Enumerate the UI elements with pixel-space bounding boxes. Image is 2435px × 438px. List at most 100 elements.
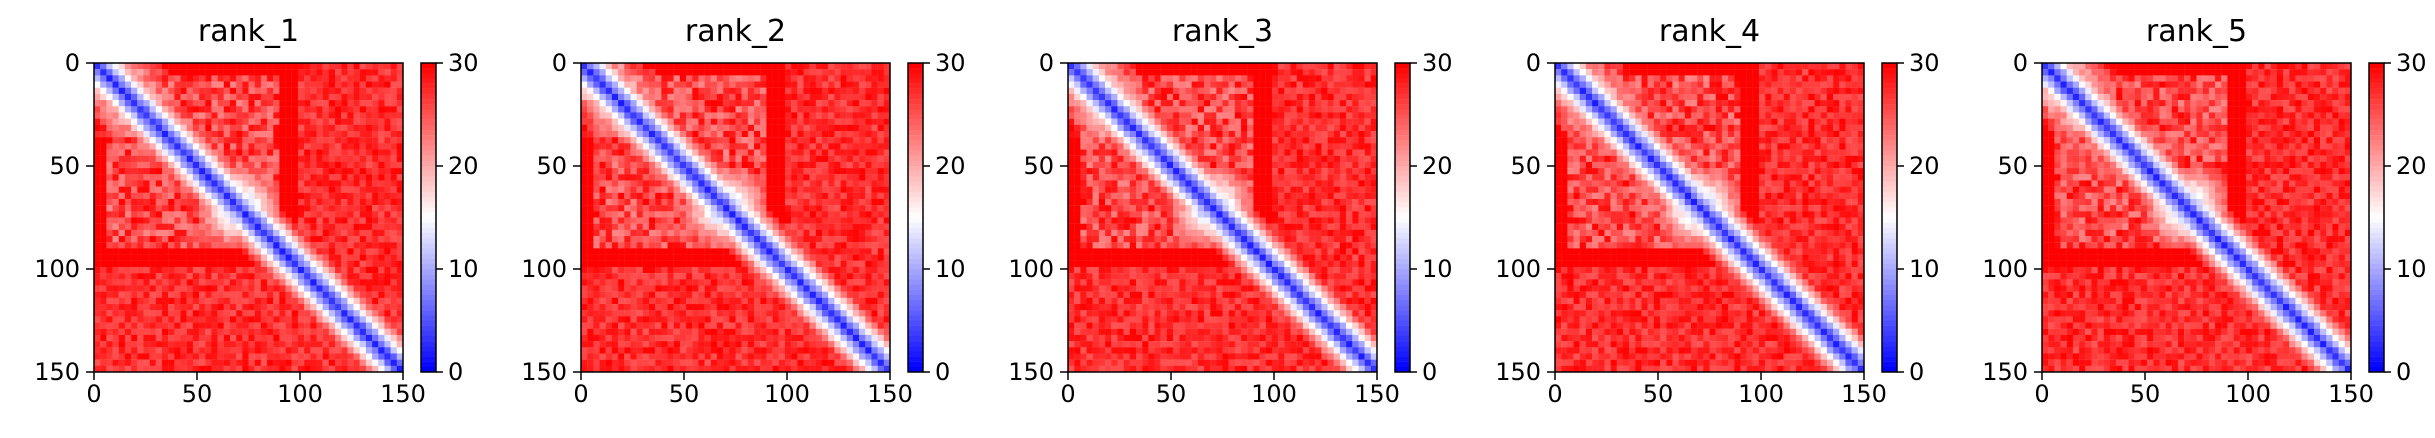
heatmap-cell: [192, 236, 200, 243]
heatmap-cell: [273, 93, 280, 101]
heatmap-cell: [673, 285, 681, 292]
heatmap-cell: [624, 93, 631, 101]
heatmap-cell: [815, 316, 823, 323]
heatmap-cells: [94, 63, 404, 373]
heatmap-cell: [223, 93, 231, 101]
heatmap-cell: [661, 205, 668, 212]
heatmap-cell: [797, 260, 804, 268]
heatmap-cell: [304, 266, 311, 274]
heatmap-cell: [611, 137, 619, 144]
heatmap-cell: [223, 341, 231, 348]
heatmap-cell: [124, 100, 132, 107]
heatmap-cell: [372, 217, 379, 224]
heatmap-cell: [766, 266, 773, 274]
heatmap-cell: [624, 304, 631, 311]
heatmap-cell: [118, 93, 126, 101]
heatmap-cell: [242, 63, 249, 70]
heatmap-cell: [772, 198, 779, 206]
heatmap-cell: [260, 186, 268, 193]
heatmap-cell: [365, 180, 373, 187]
heatmap-cell: [112, 186, 119, 193]
heatmap-cell: [636, 291, 643, 298]
heatmap-cell: [316, 93, 323, 101]
heatmap-cell: [118, 75, 126, 82]
heatmap-cell: [871, 328, 878, 336]
heatmap-cell: [661, 112, 668, 119]
heatmap-cell: [784, 236, 792, 243]
heatmap-cell: [229, 137, 237, 144]
heatmap-cell: [840, 155, 847, 163]
heatmap-cell: [186, 304, 194, 311]
heatmap-cell: [168, 63, 175, 70]
heatmap-cell: [766, 217, 773, 224]
heatmap-cell: [248, 347, 255, 354]
heatmap-cell: [729, 223, 736, 231]
heatmap-cell: [655, 63, 662, 70]
heatmap-cell: [784, 174, 792, 181]
heatmap-cell: [248, 211, 255, 218]
heatmap-cell: [291, 236, 299, 243]
heatmap-cell: [118, 310, 126, 317]
heatmap-cell: [760, 279, 767, 286]
heatmap-cell: [279, 118, 286, 125]
heatmap-cell: [273, 100, 280, 107]
heatmap-cell: [378, 260, 385, 268]
heatmap-cell: [840, 75, 847, 82]
heatmap-cell: [778, 81, 786, 88]
heatmap-cell: [297, 198, 305, 206]
heatmap-cell: [704, 143, 711, 150]
heatmap-cell: [384, 149, 391, 156]
heatmap-cell: [137, 217, 144, 224]
heatmap-cell: [168, 341, 175, 348]
heatmap-cell: [155, 217, 163, 224]
heatmap-cell: [636, 112, 643, 119]
heatmap-cell: [587, 186, 594, 193]
heatmap-cell: [316, 75, 323, 82]
heatmap-cell: [766, 155, 773, 163]
heatmap-cell: [180, 291, 187, 298]
heatmap-cell: [803, 304, 810, 311]
heatmap-cell: [359, 217, 367, 224]
heatmap-cell: [174, 87, 181, 95]
heatmap-cell: [365, 266, 373, 274]
heatmap-cell: [686, 236, 693, 243]
heatmap-cell: [347, 143, 354, 150]
heatmap-cell: [698, 229, 705, 237]
heatmap-cell: [359, 353, 367, 360]
heatmap-cell: [784, 347, 792, 354]
heatmap-cell: [260, 87, 268, 95]
heatmap-cell: [112, 93, 119, 101]
heatmap-cell: [112, 75, 119, 82]
heatmap-cell: [686, 273, 693, 280]
heatmap-cell: [729, 75, 736, 82]
heatmap-cell: [335, 130, 342, 138]
heatmap-cell: [877, 87, 884, 95]
colorbar-segment: [421, 145, 436, 151]
heatmap-cell: [822, 248, 829, 255]
heatmap-cell: [648, 236, 656, 243]
heatmap-cell: [285, 155, 292, 163]
heatmap-cell: [384, 242, 391, 249]
heatmap-cell: [372, 137, 379, 144]
heatmap-cell: [661, 63, 668, 70]
colorbar-segment: [421, 129, 436, 136]
heatmap-cell: [630, 266, 637, 274]
heatmap-cell: [642, 180, 650, 187]
heatmap-cell: [199, 81, 206, 88]
heatmap-cell: [729, 353, 736, 360]
heatmap-cell: [273, 260, 280, 268]
heatmap-cell: [192, 291, 200, 298]
heatmap-cell: [741, 297, 749, 305]
heatmap-cell: [285, 347, 292, 354]
heatmap-cell: [310, 106, 317, 113]
heatmap-cell: [809, 229, 816, 237]
heatmap-cell: [661, 285, 668, 292]
heatmap-cell: [211, 236, 218, 243]
heatmap-cell: [131, 365, 138, 373]
heatmap-cell: [648, 341, 656, 348]
heatmap-cell: [840, 168, 847, 175]
heatmap-cell: [784, 291, 792, 298]
heatmap-cell: [254, 266, 262, 274]
heatmap-cell: [211, 297, 218, 305]
heatmap-cell: [692, 223, 699, 231]
